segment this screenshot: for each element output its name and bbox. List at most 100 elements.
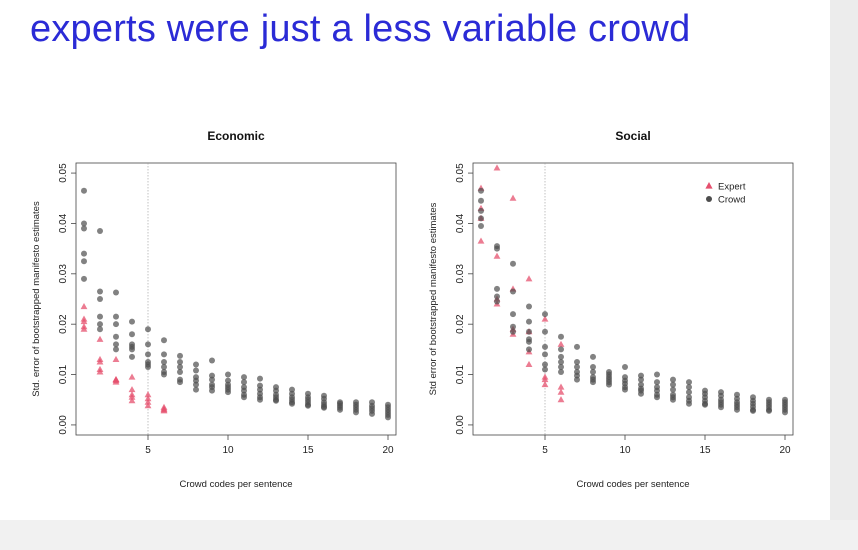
crowd-point: [81, 275, 87, 282]
crowd-point: [97, 288, 103, 295]
y-tick-label: 0.05: [58, 163, 69, 183]
legend-expert-marker: [705, 182, 713, 189]
crowd-point: [542, 366, 548, 373]
crowd-point: [161, 371, 167, 378]
y-tick-label: 0.00: [58, 415, 69, 435]
chart-title: Economic: [207, 129, 265, 143]
crowd-point: [145, 364, 151, 370]
x-tick-label: 15: [302, 445, 314, 456]
crowd-point: [574, 343, 580, 350]
crowd-point: [97, 326, 103, 333]
crowd-point: [129, 331, 135, 338]
crowd-point: [257, 375, 263, 382]
crowd-point: [193, 381, 199, 388]
crowd-point: [702, 401, 708, 408]
crowd-point: [193, 367, 199, 374]
y-tick-label: 0.04: [58, 213, 69, 233]
expert-point: [80, 302, 88, 310]
crowd-point: [542, 343, 548, 350]
crowd-point: [510, 311, 516, 318]
crowd-point: [81, 225, 87, 232]
expert-point: [128, 393, 136, 400]
crowd-point: [766, 407, 772, 414]
crowd-point: [654, 379, 660, 386]
crowd-point: [337, 406, 343, 413]
x-axis-label: Crowd codes per sentence: [179, 479, 292, 490]
crowd-point: [494, 298, 500, 305]
slide: experts were just a less variable crowd …: [30, 8, 794, 490]
expert-point: [144, 402, 152, 409]
expert-point: [525, 360, 533, 368]
crowd-point: [97, 313, 103, 320]
crowd-point: [97, 296, 103, 302]
expert-point: [128, 386, 136, 393]
crowd-point: [590, 379, 596, 386]
crowd-point: [606, 381, 612, 388]
x-tick-label: 5: [145, 445, 151, 456]
expert-point: [541, 375, 549, 383]
crowd-point: [542, 351, 548, 358]
crowd-point: [353, 409, 359, 416]
crowd-point: [161, 337, 167, 344]
y-tick-label: 0.05: [455, 163, 466, 183]
crowd-point: [686, 400, 692, 407]
crowd-point: [654, 394, 660, 401]
crowd-point: [209, 376, 215, 383]
x-tick-label: 20: [382, 445, 394, 456]
crowd-point: [558, 369, 564, 376]
crowd-point: [782, 409, 788, 416]
crowd-point: [145, 341, 151, 348]
crowd-point: [369, 410, 375, 417]
expert-point: [128, 373, 136, 380]
window-edge-strip: [830, 0, 858, 550]
crowd-point: [385, 414, 391, 421]
expert-point: [96, 358, 104, 365]
crowd-point: [558, 333, 564, 340]
y-tick-label: 0.00: [455, 415, 466, 435]
crowd-point: [289, 400, 295, 407]
crowd-point: [510, 323, 516, 330]
crowd-point: [750, 407, 756, 414]
crowd-point: [558, 364, 564, 370]
crowd-point: [526, 338, 532, 345]
crowd-point: [478, 197, 484, 204]
expert-point: [557, 383, 565, 390]
y-tick-label: 0.02: [58, 314, 69, 334]
crowd-point: [478, 222, 484, 229]
legend-crowd-marker: [706, 196, 712, 202]
crowd-point: [494, 285, 500, 292]
expert-point: [525, 275, 533, 282]
crowd-point: [177, 352, 183, 359]
crowd-point: [241, 374, 247, 381]
y-tick-label: 0.01: [455, 364, 466, 384]
expert-point: [144, 398, 152, 405]
y-axis-label: Std error of bootstrapped manifesto esti…: [428, 202, 439, 395]
expert-point: [477, 237, 485, 244]
crowd-point: [81, 187, 87, 194]
legend-label: Crowd: [718, 195, 745, 206]
crowd-point: [97, 321, 103, 328]
legend-label: Expert: [718, 182, 746, 193]
crowd-point: [257, 396, 263, 403]
crowd-point: [241, 379, 247, 386]
crowd-point: [718, 404, 724, 411]
y-tick-label: 0.02: [455, 314, 466, 334]
plot-frame: [75, 162, 397, 436]
expert-point: [493, 252, 501, 259]
crowd-point: [478, 207, 484, 214]
crowd-point: [478, 187, 484, 194]
crowd-point: [558, 346, 564, 353]
expert-point: [541, 315, 549, 322]
crowd-point: [686, 379, 692, 386]
expert-point: [144, 391, 152, 398]
expert-point: [509, 194, 517, 201]
crowd-point: [542, 361, 548, 368]
y-tick-label: 0.03: [455, 264, 466, 284]
crowd-point: [81, 258, 87, 265]
x-tick-label: 15: [699, 445, 711, 456]
crowd-point: [177, 358, 183, 365]
crowd-point: [590, 353, 596, 360]
crowd-point: [113, 341, 119, 348]
crowd-point: [225, 389, 231, 396]
expert-point: [112, 375, 120, 383]
